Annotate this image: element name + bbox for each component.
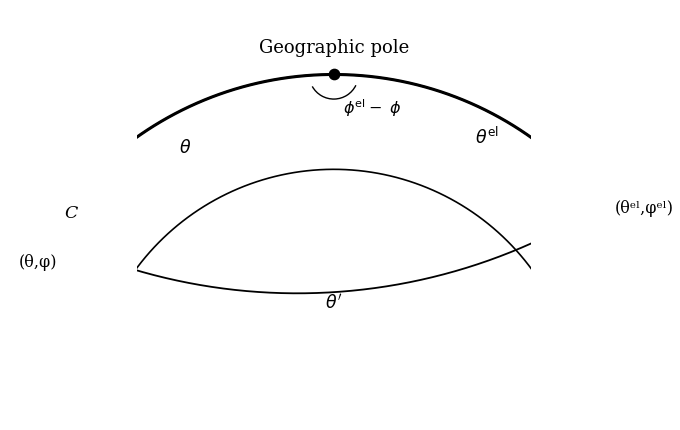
Text: $\theta$: $\theta$ bbox=[180, 139, 192, 157]
Text: (θ,φ): (θ,φ) bbox=[18, 254, 57, 271]
Text: $\theta^{\mathrm{el}}$: $\theta^{\mathrm{el}}$ bbox=[475, 126, 498, 147]
Text: $\theta'$: $\theta'$ bbox=[325, 293, 342, 312]
Point bbox=[39, 231, 50, 238]
Text: Geographic pole: Geographic pole bbox=[258, 39, 409, 57]
Point bbox=[597, 202, 608, 209]
Text: $\phi^{\mathrm{el}}-\ \phi$: $\phi^{\mathrm{el}}-\ \phi$ bbox=[343, 97, 402, 119]
Text: C: C bbox=[65, 205, 78, 222]
Text: (θᵉˡ,φᵉˡ): (θᵉˡ,φᵉˡ) bbox=[615, 200, 674, 218]
Point bbox=[328, 71, 339, 78]
